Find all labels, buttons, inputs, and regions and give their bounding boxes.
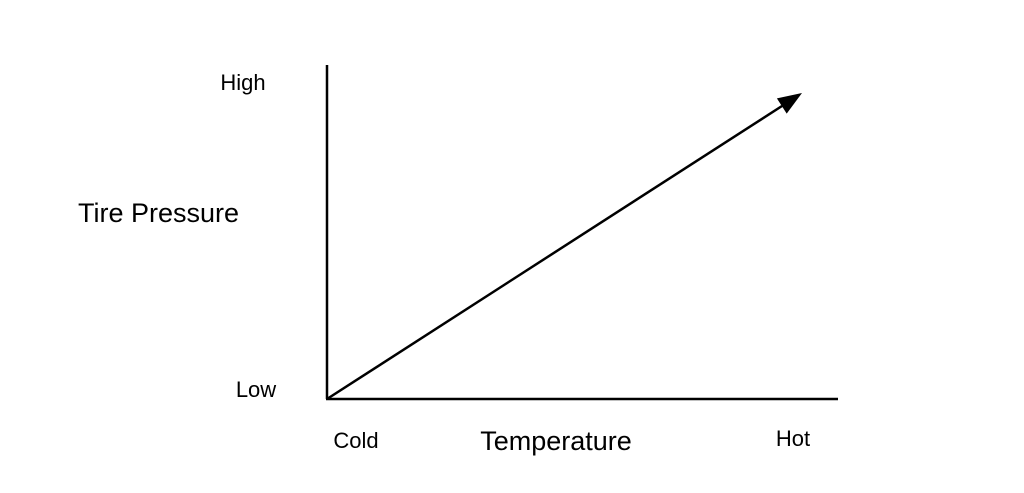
x-high-label: Hot	[776, 426, 810, 451]
y-axis-title: Tire Pressure	[78, 198, 239, 228]
trend-arrow-line	[326, 104, 783, 401]
x-axis-title: Temperature	[480, 426, 632, 456]
trend-arrow-head	[776, 93, 802, 114]
x-low-label: Cold	[333, 428, 378, 453]
y-high-label: High	[220, 70, 265, 95]
y-low-label: Low	[236, 377, 276, 402]
